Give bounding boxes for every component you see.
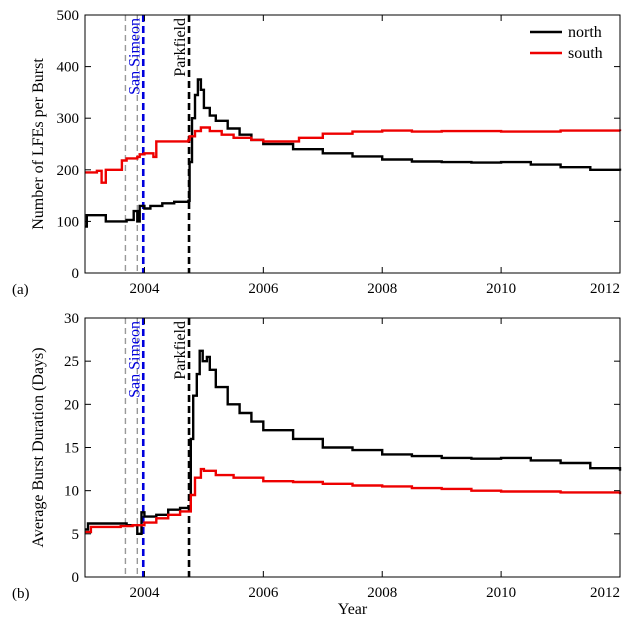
x-tick-label-0: 2004 xyxy=(129,281,160,297)
y-tick-label-4: 400 xyxy=(57,60,80,76)
event-label-3: Parkfield xyxy=(172,18,189,77)
y-tick-label-2: 10 xyxy=(64,484,79,500)
y-axis-title: Average Burst Duration (Days) xyxy=(30,347,47,547)
y-axis-title: Number of LFEs per Burst xyxy=(30,58,47,230)
y-tick-label-3: 300 xyxy=(57,111,80,127)
x-tick-label-4: 2012 xyxy=(590,585,620,601)
x-tick-label-4: 2012 xyxy=(590,281,620,297)
y-tick-label-6: 30 xyxy=(64,311,79,327)
series-line-south xyxy=(85,126,622,184)
y-tick-label-1: 100 xyxy=(57,214,80,230)
y-tick-label-5: 25 xyxy=(64,354,79,370)
event-label-2: San Simeon xyxy=(126,321,143,398)
panel-a: San Simeon Parkfield 2004 2006 2008 2010 2012 0… xyxy=(12,8,622,298)
y-tick-label-5: 500 xyxy=(57,8,80,24)
x-axis-title: Year xyxy=(338,601,368,618)
x-tick-label-2: 2008 xyxy=(367,585,397,601)
legend-label-north: north xyxy=(568,24,602,41)
x-tick-label-2: 2008 xyxy=(367,281,397,297)
legend-label-south: south xyxy=(568,45,603,62)
event-label-2: San Simeon xyxy=(126,18,143,95)
y-tick-label-2: 200 xyxy=(57,163,80,179)
panel-label: (b) xyxy=(12,586,30,602)
x-tick-label-1: 2006 xyxy=(248,281,279,297)
series-line-south xyxy=(85,467,622,534)
y-tick-label-0: 0 xyxy=(72,570,80,586)
plot-frame xyxy=(84,14,621,274)
x-tick-label-3: 2010 xyxy=(486,585,516,601)
event-label-3: Parkfield xyxy=(172,321,189,380)
x-tick-label-0: 2004 xyxy=(129,585,160,601)
y-tick-label-0: 0 xyxy=(72,266,80,282)
y-tick-label-1: 5 xyxy=(72,527,80,543)
x-tick-label-1: 2006 xyxy=(248,585,279,601)
series-line-north xyxy=(85,78,622,228)
x-tick-label-3: 2010 xyxy=(486,281,516,297)
panel-label: (a) xyxy=(12,282,29,298)
y-tick-label-4: 20 xyxy=(64,397,79,413)
y-tick-label-3: 15 xyxy=(64,441,79,457)
series-line-north xyxy=(85,349,622,535)
